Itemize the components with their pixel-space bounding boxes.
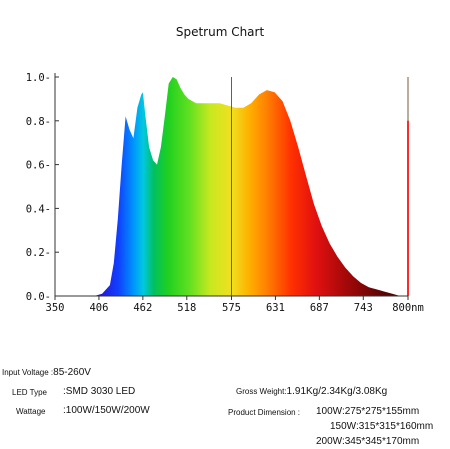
product-dimension-label: Product Dimension : [228, 408, 301, 417]
input-voltage-value: 85-260V [53, 367, 91, 378]
y-tick-label: 0.0- [26, 291, 51, 303]
led-type-value: :SMD 3030 LED [63, 386, 136, 397]
y-tick-label: 0.6- [26, 160, 51, 172]
wattage-row: Wattage [16, 401, 46, 419]
chart-title: Spetrum Chart [176, 25, 265, 39]
x-tick-label: 350 [46, 302, 65, 314]
x-tick-label: 462 [133, 302, 152, 314]
x-tick-label: 406 [89, 302, 108, 314]
product-dimension-label-row: Product Dimension : [228, 402, 300, 420]
product-dimension-line-2: 150W:315*315*160mm [330, 421, 434, 432]
x-tick-label: 518 [177, 302, 196, 314]
led-type-value-row: :SMD 3030 LED [63, 381, 135, 399]
input-voltage-row: Input Voltage :85-260V [2, 362, 91, 380]
x-ticks: 350 406 462 518 575 631 687 743 800nm [46, 296, 424, 314]
led-type-row: LED Type [12, 382, 47, 400]
y-tick-label: 0.8- [26, 116, 51, 128]
x-tick-label: 575 [222, 302, 241, 314]
spectrum-chart: Spetrum Chart 0.0- 0.2- 0.4- 0.6- 0.8- 1.0- 3… [26, 25, 424, 314]
spectrum-area [78, 77, 408, 296]
gross-weight-row: Gross Weight:1.91Kg/2.34Kg/3.08Kg [236, 381, 387, 399]
y-tick-label: 0.2- [26, 247, 51, 259]
marker-lines [231, 77, 409, 296]
product-dimension-line-3: 200W:345*345*170mm [316, 436, 420, 447]
led-type-label: LED Type [12, 388, 47, 397]
x-tick-label: 631 [266, 302, 285, 314]
gross-weight-value: 1.91Kg/2.34Kg/3.08Kg [286, 386, 388, 397]
wattage-value: :100W/150W/200W [63, 405, 150, 416]
wattage-label: Wattage [16, 407, 46, 416]
wattage-value-row: :100W/150W/200W [63, 400, 150, 418]
input-voltage-label: Input Voltage : [2, 368, 54, 377]
x-tick-label: 743 [354, 302, 373, 314]
y-tick-label: 1.0- [26, 72, 51, 84]
x-tick-label: 687 [310, 302, 329, 314]
gross-weight-label: Gross Weight: [236, 387, 287, 396]
y-tick-label: 0.4- [26, 203, 51, 215]
x-tick-label: 800nm [392, 302, 424, 314]
product-dimension-line-1: 100W:275*275*155mm [316, 406, 420, 417]
y-ticks: 0.0- 0.2- 0.4- 0.6- 0.8- 1.0- [26, 72, 59, 303]
